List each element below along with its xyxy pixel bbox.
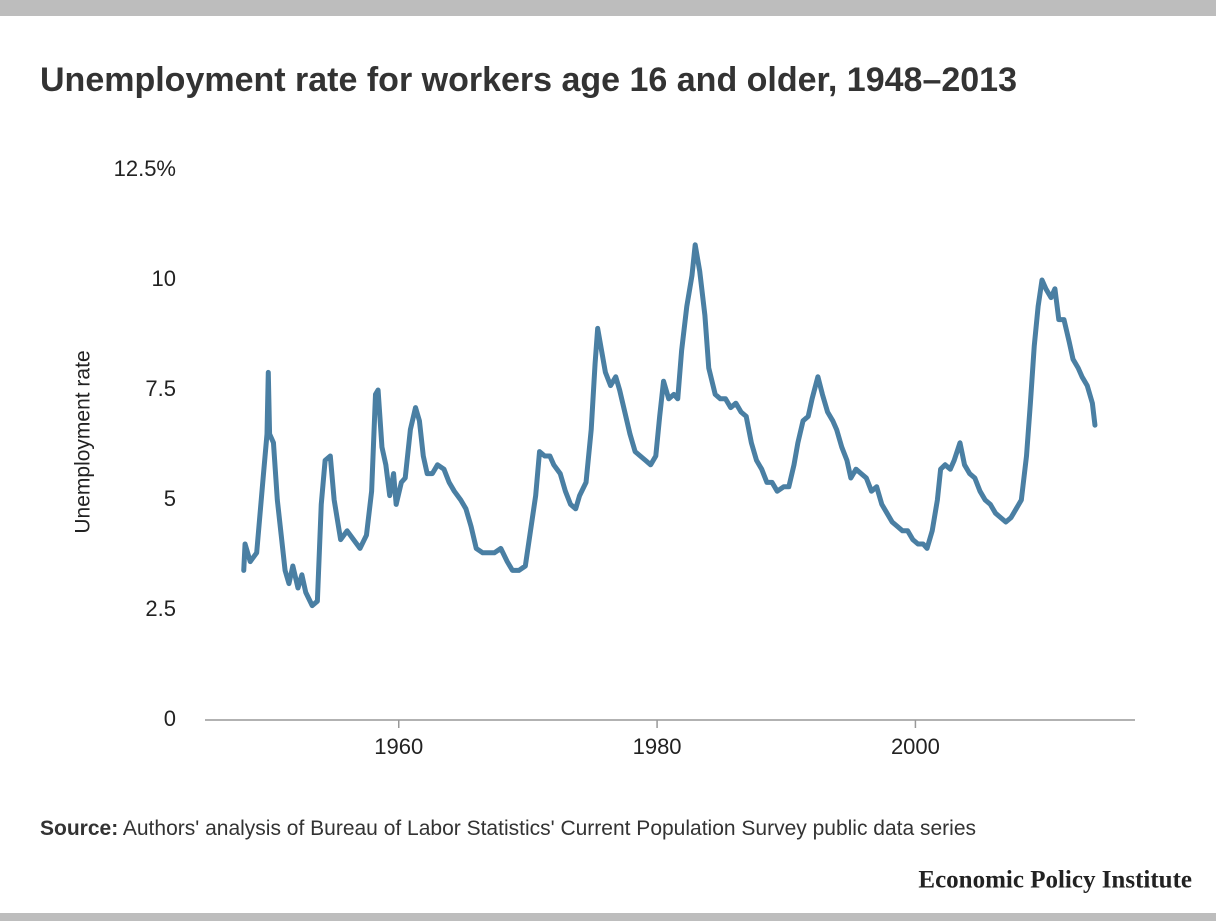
bottom-bar: [0, 913, 1216, 921]
chart-title: Unemployment rate for workers age 16 and…: [40, 61, 1017, 99]
source-text: Authors' analysis of Bureau of Labor Sta…: [123, 817, 976, 840]
y-tick-label: 10: [152, 266, 176, 291]
line: [241, 242, 1098, 609]
source-label: Source:: [40, 817, 118, 840]
credit: Economic Policy Institute: [918, 867, 1192, 894]
y-tick-label: 0: [164, 706, 176, 731]
top-bar: [0, 0, 1216, 16]
x-tick-label: 1980: [633, 734, 682, 759]
x-tick-label: 1960: [374, 734, 423, 759]
y-axis-label: Unemployment rate: [72, 350, 95, 533]
source: Source: Authors' analysis of Bureau of L…: [40, 817, 976, 840]
x-tick-label: 2000: [891, 734, 940, 759]
y-tick-label: 12.5%: [114, 156, 176, 181]
y-tick-label: 7.5: [145, 376, 176, 401]
y-tick-label: 5: [164, 486, 176, 511]
y-tick-label: 2.5: [145, 596, 176, 621]
